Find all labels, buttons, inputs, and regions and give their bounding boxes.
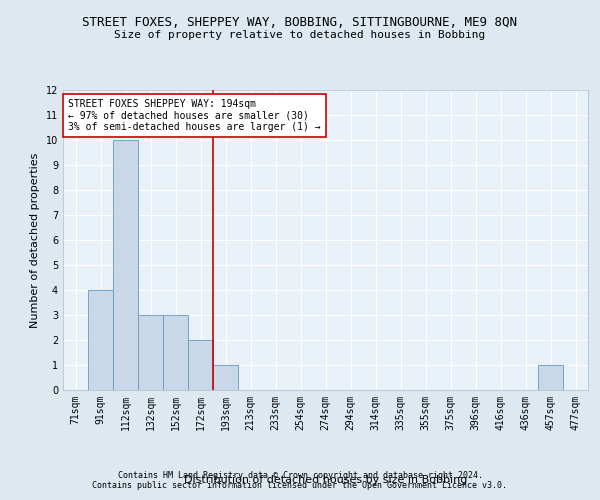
Text: Contains public sector information licensed under the Open Government Licence v3: Contains public sector information licen…: [92, 480, 508, 490]
Bar: [88, 290, 113, 390]
Text: Contains HM Land Registry data © Crown copyright and database right 2024.: Contains HM Land Registry data © Crown c…: [118, 470, 482, 480]
Bar: [213, 365, 238, 390]
Text: STREET FOXES SHEPPEY WAY: 194sqm
← 97% of detached houses are smaller (30)
3% of: STREET FOXES SHEPPEY WAY: 194sqm ← 97% o…: [68, 99, 321, 132]
Text: Size of property relative to detached houses in Bobbing: Size of property relative to detached ho…: [115, 30, 485, 40]
X-axis label: Distribution of detached houses by size in Bobbing: Distribution of detached houses by size …: [184, 474, 467, 484]
Y-axis label: Number of detached properties: Number of detached properties: [30, 152, 40, 328]
Bar: [188, 340, 213, 390]
Bar: [138, 315, 163, 390]
Bar: [538, 365, 563, 390]
Bar: [113, 140, 138, 390]
Bar: [163, 315, 188, 390]
Text: STREET FOXES, SHEPPEY WAY, BOBBING, SITTINGBOURNE, ME9 8QN: STREET FOXES, SHEPPEY WAY, BOBBING, SITT…: [83, 16, 517, 29]
